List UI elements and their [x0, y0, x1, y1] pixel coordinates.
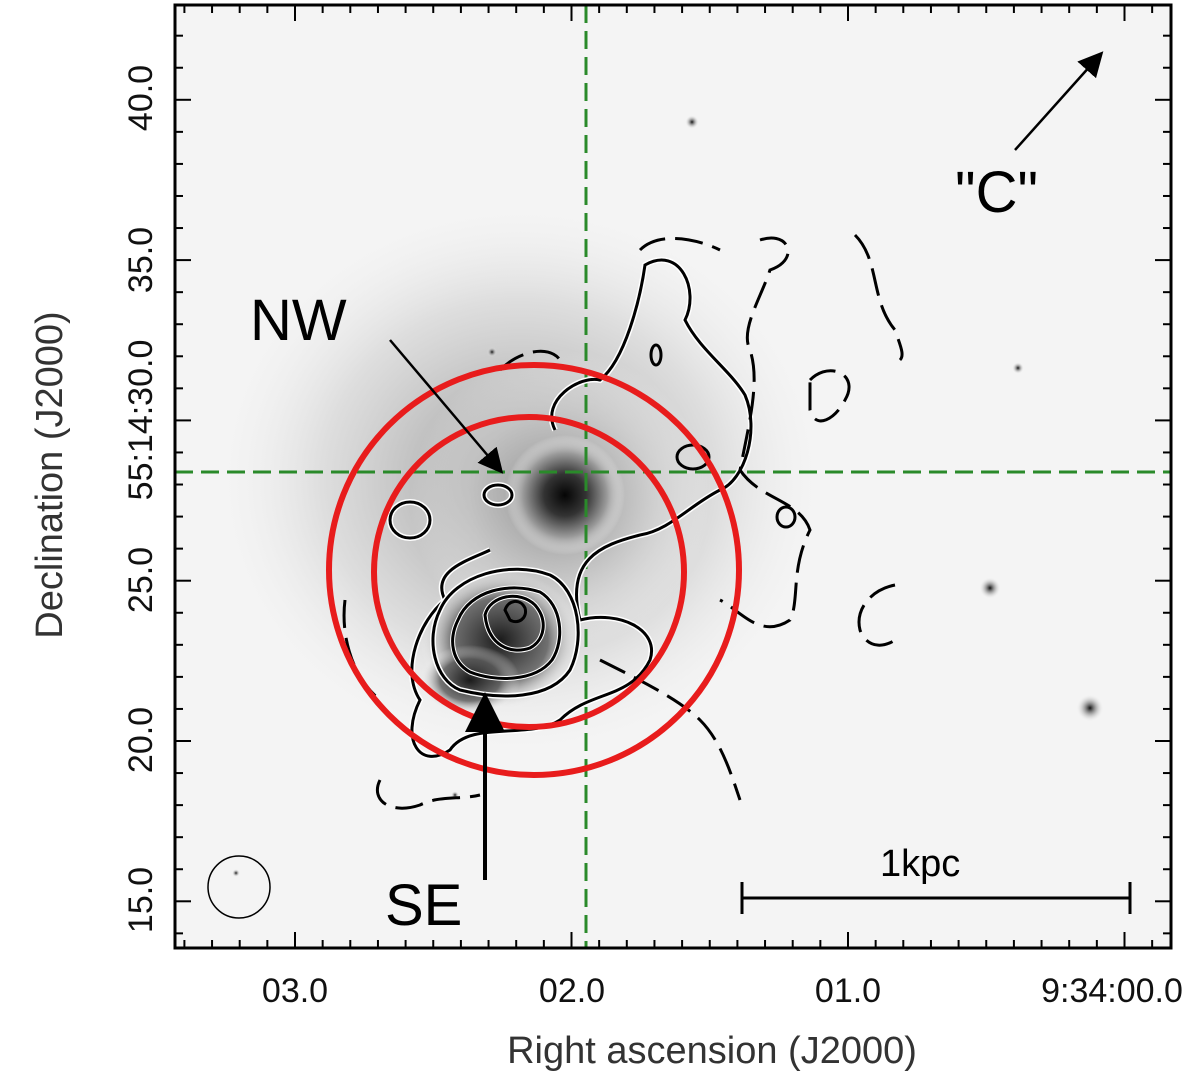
contour-island-2	[775, 505, 797, 529]
y-tick-label: 25.0	[122, 547, 160, 613]
x-tick-label: 03.0	[262, 972, 328, 1010]
x-tick-labels: 03.0 02.0 01.0 9:34:00.0	[262, 972, 1183, 1010]
contour-se-4	[503, 600, 528, 624]
se-label: SE	[385, 873, 462, 938]
y-tick-label: 20.0	[122, 707, 160, 773]
outer-aperture-circle	[326, 362, 742, 778]
x-tick-label: 9:34:00.0	[1041, 972, 1183, 1010]
annotation-arrows	[389, 51, 1104, 880]
plot-frame	[173, 3, 1173, 950]
scale-bar	[740, 882, 1132, 914]
contour-dashed-6	[599, 658, 742, 801]
c-arrow	[1014, 51, 1104, 151]
contour-dashed-5	[376, 779, 481, 810]
inner-aperture-circle	[371, 414, 687, 730]
aperture-circles	[326, 362, 742, 778]
y-tick-label: 15.0	[122, 867, 160, 933]
tick-marks	[175, 5, 1171, 948]
y-tick-label: 55:14:30.0	[122, 340, 160, 501]
contour-dashed-1	[638, 236, 812, 629]
contour-dashed-3	[808, 369, 851, 423]
y-tick-label: 40.0	[122, 65, 160, 131]
y-tick-label: 35.0	[122, 227, 160, 293]
nw-label: NW	[250, 288, 347, 353]
beam-ellipse	[207, 855, 271, 919]
x-tick-label: 01.0	[815, 972, 881, 1010]
nw-arrow	[389, 339, 504, 474]
sky-image	[175, 5, 1171, 948]
x-axis-title: Right ascension (J2000)	[507, 1030, 917, 1072]
contour-dashed-2	[853, 233, 904, 362]
x-tick-label: 02.0	[539, 972, 605, 1010]
contour-island-3	[649, 343, 663, 367]
y-tick-labels: 40.0 35.0 55:14:30.0 25.0 20.0 15.0	[122, 65, 160, 933]
scale-bar-label: 1kpc	[880, 843, 960, 885]
c-label: "C"	[955, 160, 1038, 225]
contour-dashed-4	[857, 583, 896, 647]
crosshair	[175, 5, 1171, 948]
y-axis-title: Declination (J2000)	[29, 311, 71, 638]
